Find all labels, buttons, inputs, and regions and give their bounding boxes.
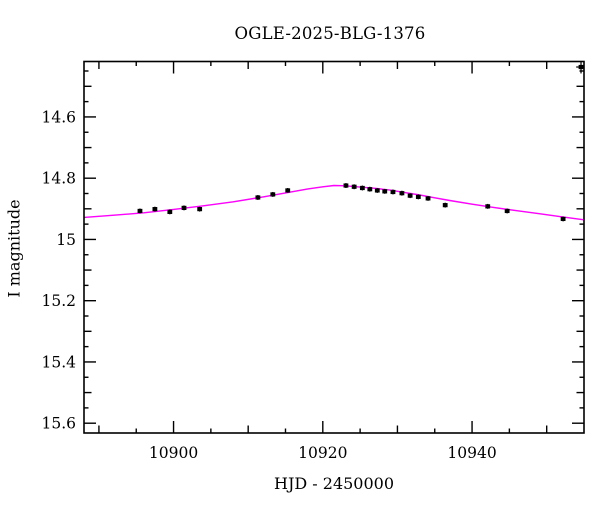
data-point	[367, 187, 373, 192]
data-point	[137, 208, 143, 214]
y-tick-label: 15.4	[41, 353, 76, 371]
data-point	[415, 194, 421, 199]
data-point	[152, 207, 158, 212]
data-point	[407, 193, 413, 198]
y-tick-label: 14.8	[41, 170, 76, 188]
data-point	[351, 184, 357, 189]
plot-frame	[83, 60, 585, 434]
x-tick-label: 10940	[447, 444, 496, 462]
data-point	[485, 204, 491, 209]
y-tick-label: 15	[56, 231, 76, 249]
chart-title: OGLE-2025-BLG-1376	[234, 24, 426, 43]
data-point	[285, 188, 291, 193]
data-point	[343, 183, 349, 188]
data-point	[374, 188, 380, 193]
data-point	[390, 189, 396, 195]
data-points-group	[137, 61, 584, 222]
data-point	[197, 207, 203, 212]
data-point	[382, 189, 388, 194]
data-point	[425, 196, 431, 201]
data-point	[578, 64, 584, 70]
data-point	[167, 209, 173, 214]
data-point	[560, 216, 566, 222]
data-point	[442, 203, 448, 208]
model-curve	[84, 184, 584, 221]
y-tick-label: 15.6	[41, 415, 76, 433]
data-point	[399, 191, 405, 196]
x-tick-label: 10920	[298, 444, 347, 462]
x-axis-label: HJD - 2450000	[273, 474, 395, 493]
y-tick-label: 14.6	[41, 108, 76, 126]
y-tick-label: 15.2	[41, 292, 76, 310]
data-point	[359, 185, 365, 191]
data-point	[270, 192, 276, 197]
data-point	[255, 195, 261, 200]
x-tick-label: 10900	[149, 444, 198, 462]
data-point	[504, 208, 510, 214]
data-point	[181, 205, 187, 210]
